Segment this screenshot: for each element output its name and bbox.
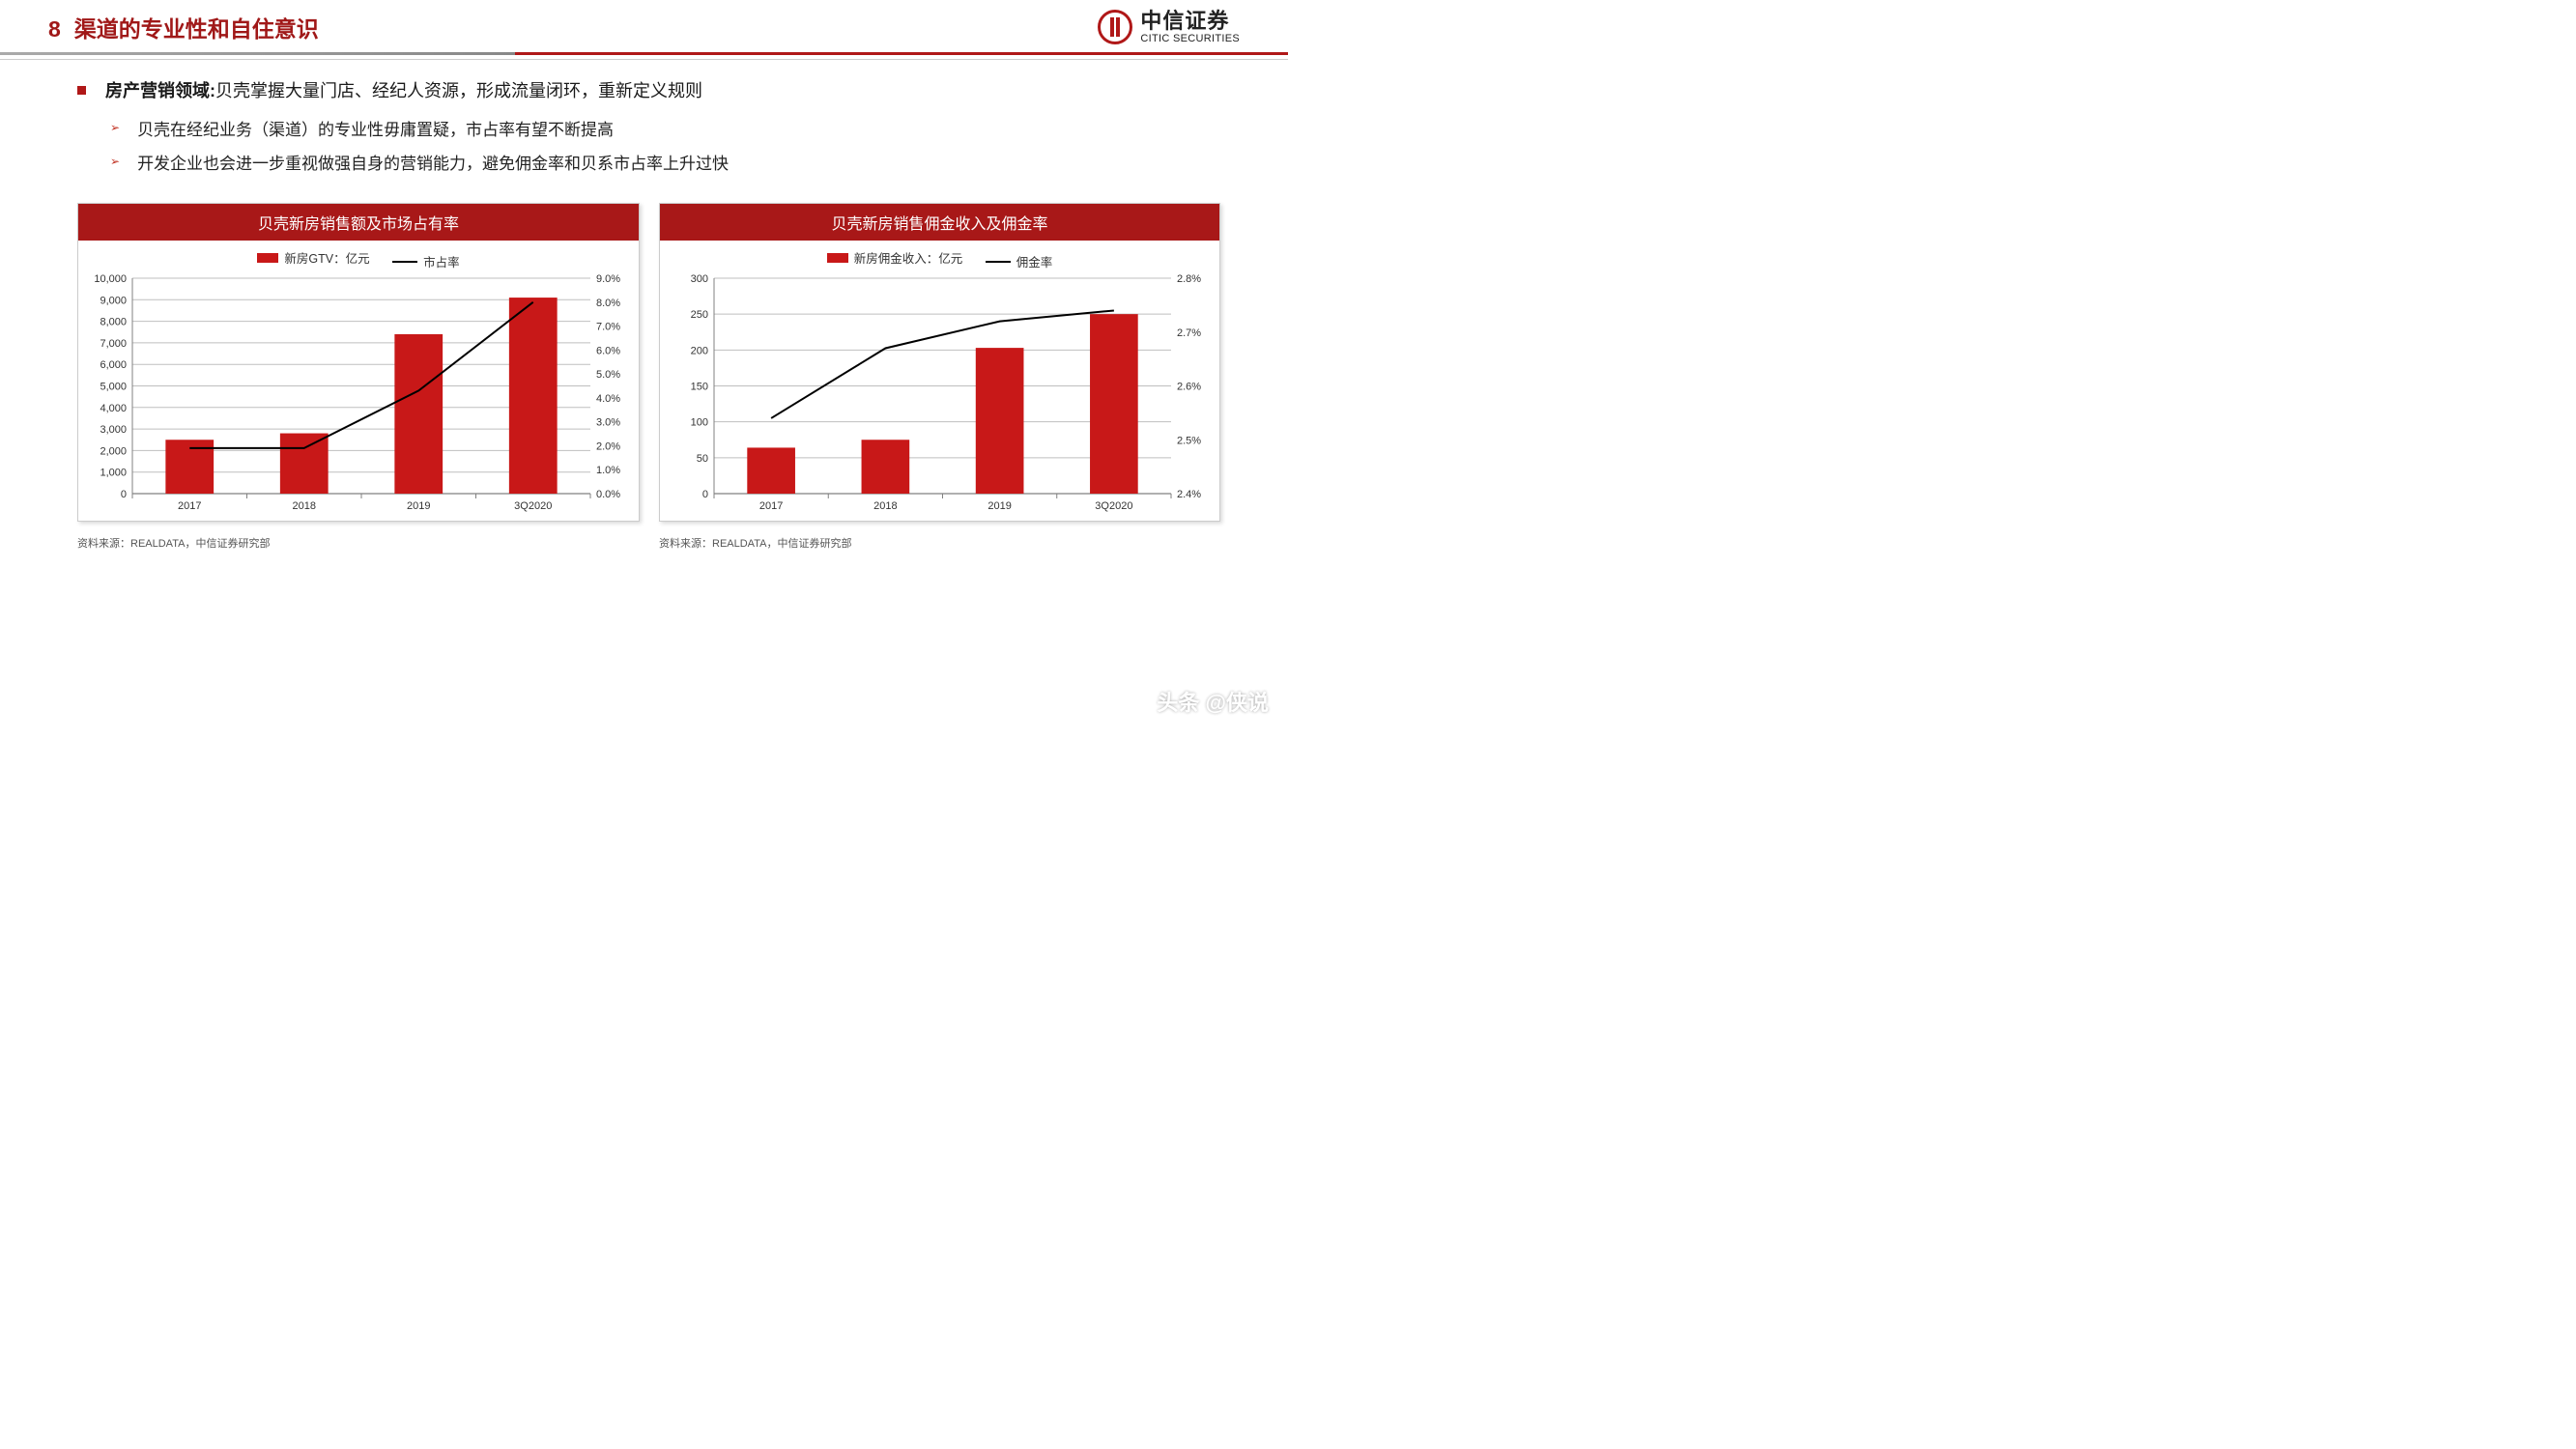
logo-text: 中信证券 CITIC SECURITIES: [1140, 10, 1240, 44]
svg-text:3,000: 3,000: [100, 424, 127, 436]
header-divider: [0, 52, 1288, 55]
chart-1-title: 贝壳新房销售额及市场占有率: [78, 204, 639, 241]
svg-text:100: 100: [691, 417, 708, 429]
svg-text:1.0%: 1.0%: [596, 466, 620, 477]
slide-title: 渠道的专业性和自住意识: [74, 11, 319, 43]
bullet-main-rest: 贝壳掌握大量门店、经纪人资源，形成流量闭环，重新定义规则: [215, 81, 702, 100]
chart-1-legend: 新房GTV：亿元 市占率: [78, 241, 639, 274]
legend-line-label: 佣金率: [1016, 252, 1053, 270]
svg-text:3Q2020: 3Q2020: [1095, 500, 1132, 512]
svg-text:9.0%: 9.0%: [596, 274, 620, 285]
chart-2-legend-line: 佣金率: [986, 252, 1053, 270]
bullet-sub-2: ➢ 开发企业也会进一步重视做强自身的营销能力，避免佣金率和贝系市占率上升过快: [110, 150, 1220, 174]
svg-text:3.0%: 3.0%: [596, 417, 620, 429]
svg-text:7,000: 7,000: [100, 338, 127, 350]
legend-line-icon: [986, 261, 1011, 263]
slide-header: 8 渠道的专业性和自住意识 中信证券 CITIC SECURITIES: [0, 0, 1288, 52]
charts-row: 贝壳新房销售额及市场占有率 新房GTV：亿元 市占率 0 1,000 2,000 3,…: [77, 203, 1220, 551]
triangle-bullet-icon: ➢: [110, 155, 120, 174]
logo-en: CITIC SECURITIES: [1140, 33, 1240, 44]
svg-text:250: 250: [691, 309, 708, 321]
svg-text:9,000: 9,000: [100, 296, 127, 307]
bullet-main-bold: 房产营销领域:: [105, 81, 215, 100]
legend-bar-label: 新房佣金收入：亿元: [854, 248, 963, 267]
svg-text:4,000: 4,000: [100, 403, 127, 414]
legend-line-icon: [392, 261, 417, 263]
svg-text:2018: 2018: [873, 500, 897, 512]
company-logo: 中信证券 CITIC SECURITIES: [1098, 10, 1240, 44]
svg-text:2.0%: 2.0%: [596, 441, 620, 453]
chart-2-canvas: 0 50 100 150 200 250 300 2.4% 2.5% 2.6% 2.7% 2.8% 20…: [660, 274, 1219, 521]
svg-text:4.0%: 4.0%: [596, 393, 620, 405]
slide-title-row: 8 渠道的专业性和自住意识: [48, 11, 319, 43]
legend-line-label: 市占率: [423, 252, 460, 270]
chart-1-wrap: 贝壳新房销售额及市场占有率 新房GTV：亿元 市占率 0 1,000 2,000 3,…: [77, 203, 640, 551]
svg-text:2.5%: 2.5%: [1177, 436, 1201, 447]
logo-icon: [1098, 10, 1132, 44]
chart-1-source: 资料来源：REALDATA，中信证券研究部: [77, 535, 640, 551]
svg-text:0.0%: 0.0%: [596, 489, 620, 500]
svg-text:200: 200: [691, 346, 708, 357]
svg-text:2017: 2017: [759, 500, 783, 512]
chart-2-title: 贝壳新房销售佣金收入及佣金率: [660, 204, 1219, 241]
svg-text:5,000: 5,000: [100, 382, 127, 393]
svg-text:2019: 2019: [987, 500, 1011, 512]
chart-2-source: 资料来源：REALDATA，中信证券研究部: [659, 535, 1220, 551]
svg-text:6,000: 6,000: [100, 359, 127, 371]
bullet-main: 房产营销领域:贝壳掌握大量门店、经纪人资源，形成流量闭环，重新定义规则: [77, 77, 1220, 102]
bullet-sub-2-text: 开发企业也会进一步重视做强自身的营销能力，避免佣金率和贝系市占率上升过快: [137, 150, 729, 174]
chart-1-box: 贝壳新房销售额及市场占有率 新房GTV：亿元 市占率 0 1,000 2,000 3,…: [77, 203, 640, 522]
chart-1-legend-line: 市占率: [392, 252, 460, 270]
svg-text:10,000: 10,000: [94, 274, 127, 285]
content-area: 房产营销领域:贝壳掌握大量门店、经纪人资源，形成流量闭环，重新定义规则 ➢ 贝壳…: [0, 60, 1288, 551]
svg-text:2018: 2018: [293, 500, 316, 512]
legend-bar-label: 新房GTV：亿元: [284, 248, 369, 267]
svg-text:1,000: 1,000: [100, 468, 127, 479]
svg-text:2.4%: 2.4%: [1177, 489, 1201, 500]
legend-bar-icon: [827, 253, 848, 263]
svg-text:8.0%: 8.0%: [596, 298, 620, 309]
triangle-bullet-icon: ➢: [110, 121, 120, 140]
chart-2-legend: 新房佣金收入：亿元 佣金率: [660, 241, 1219, 274]
svg-text:7.0%: 7.0%: [596, 322, 620, 333]
chart-2-legend-bar: 新房佣金收入：亿元: [827, 248, 963, 267]
svg-text:50: 50: [697, 453, 708, 465]
svg-text:300: 300: [691, 274, 708, 285]
svg-text:2019: 2019: [407, 500, 430, 512]
svg-text:2.6%: 2.6%: [1177, 382, 1201, 393]
logo-cn: 中信证券: [1140, 10, 1240, 33]
chart-2-box: 贝壳新房销售佣金收入及佣金率 新房佣金收入：亿元 佣金率 0 50 100 150 20…: [659, 203, 1220, 522]
svg-text:3Q2020: 3Q2020: [514, 500, 552, 512]
bullet-sub-1-text: 贝壳在经纪业务（渠道）的专业性毋庸置疑，市占率有望不断提高: [137, 116, 614, 140]
svg-text:150: 150: [691, 382, 708, 393]
watermark: 头条 @侠说: [1157, 686, 1269, 717]
square-bullet-icon: [77, 86, 86, 95]
legend-bar-icon: [257, 253, 278, 263]
svg-text:2,000: 2,000: [100, 446, 127, 458]
bullet-main-text: 房产营销领域:贝壳掌握大量门店、经纪人资源，形成流量闭环，重新定义规则: [105, 77, 702, 102]
chart-1-canvas: 0 1,000 2,000 3,000 4,000 5,000 6,000 7,000 8,00…: [78, 274, 639, 521]
svg-text:2.7%: 2.7%: [1177, 327, 1201, 339]
bullet-sub-1: ➢ 贝壳在经纪业务（渠道）的专业性毋庸置疑，市占率有望不断提高: [110, 116, 1220, 140]
chart-2-wrap: 贝壳新房销售佣金收入及佣金率 新房佣金收入：亿元 佣金率 0 50 100 150 20…: [659, 203, 1220, 551]
svg-text:5.0%: 5.0%: [596, 369, 620, 381]
svg-text:6.0%: 6.0%: [596, 346, 620, 357]
svg-text:2.8%: 2.8%: [1177, 274, 1201, 285]
svg-text:0: 0: [121, 489, 127, 500]
svg-text:8,000: 8,000: [100, 317, 127, 328]
chart-1-legend-bar: 新房GTV：亿元: [257, 248, 369, 267]
svg-text:2017: 2017: [178, 500, 201, 512]
svg-text:0: 0: [702, 489, 708, 500]
slide-number: 8: [48, 16, 61, 43]
